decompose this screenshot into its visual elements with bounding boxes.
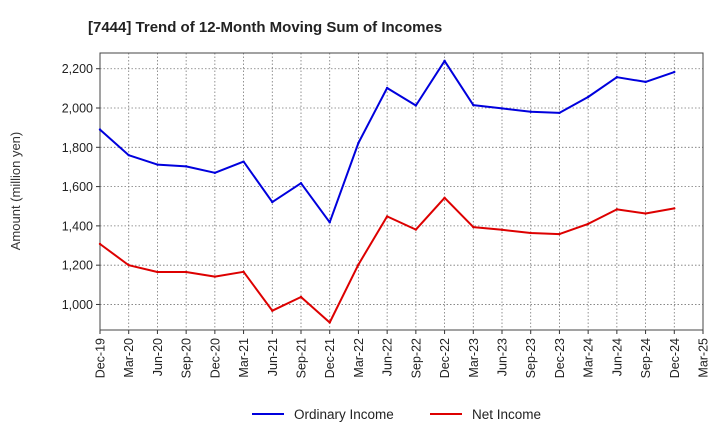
x-tick-label: Mar-24 — [582, 338, 596, 378]
data-point — [98, 128, 102, 131]
data-point — [156, 163, 159, 166]
y-tick-label: 1,000 — [62, 298, 93, 312]
data-point — [586, 95, 590, 99]
y-tick-label: 1,800 — [62, 141, 93, 155]
data-point — [357, 263, 360, 266]
data-point — [615, 75, 619, 79]
data-point — [644, 80, 647, 84]
data-point — [299, 182, 303, 185]
y-tick-label: 1,200 — [62, 259, 93, 273]
data-point — [558, 111, 561, 115]
data-point — [357, 141, 360, 145]
y-tick-label: 2,200 — [62, 62, 93, 76]
x-tick-label: Dec-22 — [438, 338, 452, 378]
y-tick-label: 1,400 — [62, 219, 93, 233]
x-tick-label: Mar-22 — [352, 338, 366, 378]
data-point — [385, 86, 389, 90]
y-axis-label: Amount (million yen) — [8, 132, 23, 251]
x-tick-label: Mar-25 — [697, 338, 711, 378]
data-point — [586, 222, 590, 226]
plot-area: 1,000 1,200 1,400 1,600 1,800 2,000 2,200 Dec-1… — [62, 52, 711, 378]
plot-frame — [99, 52, 704, 331]
x-tick-label: Sep-22 — [409, 338, 423, 378]
legend-label-ordinary-income: Ordinary Income — [294, 407, 394, 422]
x-tick-label: Jun-20 — [151, 338, 165, 376]
data-point — [529, 110, 532, 113]
data-point — [184, 165, 188, 168]
data-point — [127, 263, 130, 267]
data-point — [472, 103, 475, 107]
data-point — [472, 225, 475, 229]
data-point — [443, 59, 446, 63]
x-tick-label: Mar-21 — [237, 338, 251, 378]
data-point — [184, 270, 188, 274]
data-point — [242, 160, 245, 163]
data-point — [443, 196, 446, 199]
x-tick-label: Jun-22 — [381, 338, 395, 376]
x-tick-label: Dec-19 — [94, 338, 108, 378]
y-tick-label: 1,600 — [62, 180, 93, 194]
data-point — [213, 171, 217, 175]
data-point — [500, 228, 504, 232]
data-point — [328, 321, 331, 324]
data-point — [213, 275, 217, 278]
data-point — [271, 200, 274, 204]
data-point — [673, 207, 676, 210]
data-point — [385, 215, 389, 218]
x-tick-label: Dec-21 — [323, 338, 337, 378]
data-point — [271, 309, 274, 312]
chart-title: [7444] Trend of 12-Month Moving Sum of I… — [88, 19, 442, 36]
data-point — [414, 228, 418, 231]
data-point — [299, 295, 303, 299]
legend-label-net-income: Net Income — [472, 407, 541, 422]
x-tick-label: Dec-23 — [553, 338, 567, 378]
x-tick-label: Sep-20 — [180, 338, 194, 378]
x-tick-label: Sep-23 — [524, 338, 538, 378]
x-tick-label: Jun-21 — [266, 338, 280, 376]
data-point — [98, 242, 102, 246]
data-point — [127, 153, 130, 157]
x-tick-label: Jun-23 — [496, 338, 510, 376]
y-tick-label: 2,000 — [62, 102, 93, 116]
data-point — [673, 70, 676, 74]
data-point — [328, 221, 331, 224]
data-point — [615, 208, 619, 211]
legend: Ordinary Income Net Income — [252, 407, 541, 422]
data-point — [529, 231, 532, 235]
x-tick-label: Sep-21 — [295, 338, 309, 378]
x-tick-label: Jun-24 — [610, 338, 624, 376]
x-tick-label: Dec-20 — [208, 338, 222, 378]
x-tick-label: Sep-24 — [639, 338, 653, 378]
x-tick-label: Mar-20 — [122, 338, 136, 378]
data-point — [414, 104, 418, 107]
x-tick-label: Dec-24 — [668, 338, 682, 378]
data-point — [644, 212, 647, 215]
data-point — [558, 232, 561, 236]
data-point — [156, 270, 159, 274]
data-point — [242, 270, 245, 274]
x-tick-label: Mar-23 — [467, 338, 481, 378]
data-point — [500, 107, 504, 110]
